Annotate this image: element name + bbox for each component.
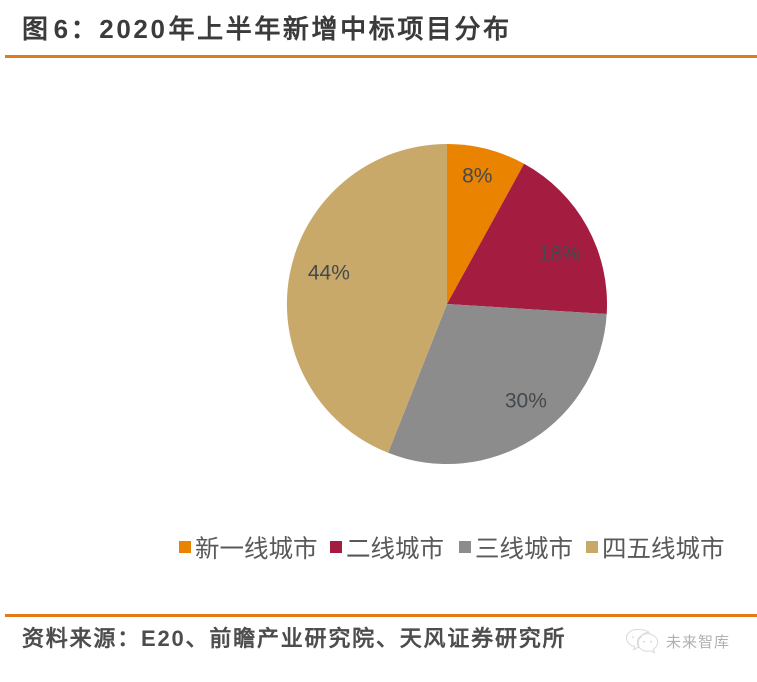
svg-text:18%: 18% <box>538 243 580 266</box>
svg-text:30%: 30% <box>505 390 547 413</box>
svg-text:8%: 8% <box>462 165 492 188</box>
svg-text:44%: 44% <box>308 262 350 285</box>
